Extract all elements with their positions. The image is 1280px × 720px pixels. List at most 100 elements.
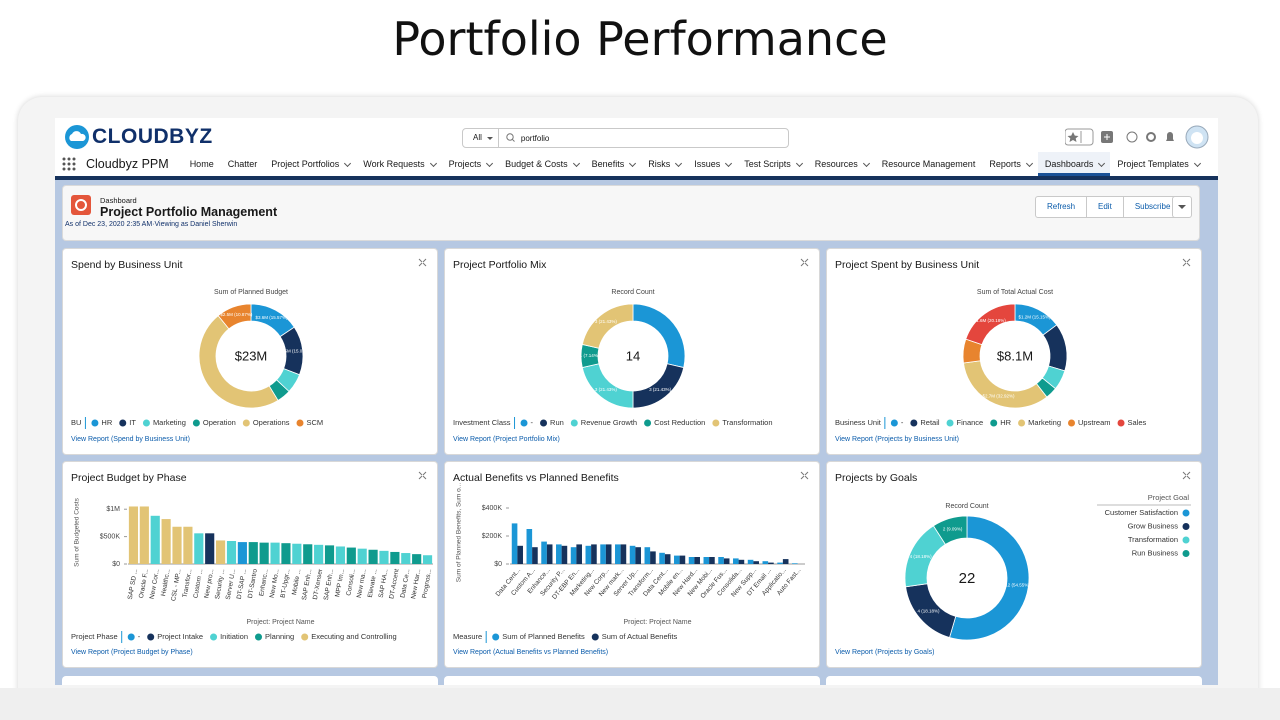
bar: [674, 555, 680, 564]
bar: [259, 542, 269, 564]
legend-swatch: [910, 419, 918, 427]
nav-item[interactable]: Home: [189, 159, 214, 169]
search-query[interactable]: portfolio: [520, 133, 550, 143]
bar: [226, 540, 237, 564]
bar: [412, 554, 422, 564]
bar: [718, 557, 724, 564]
y-tick-label: $1M: [106, 506, 120, 513]
nav-item[interactable]: Risks: [641, 152, 687, 176]
data-label: $3.6M (15.57%): [256, 315, 289, 320]
bar: [688, 557, 695, 564]
widget-card: [62, 676, 438, 685]
widget-card: [444, 676, 820, 685]
nav-item[interactable]: Issues: [687, 152, 737, 176]
nav-item[interactable]: Resource Management: [881, 159, 976, 169]
bar: [747, 559, 754, 564]
donut-segment: [632, 363, 685, 409]
bottom-bar: [0, 688, 1280, 720]
report-link[interactable]: View Report (Projects by Goals): [835, 649, 935, 656]
donut-segment: [965, 303, 1016, 346]
expand-glyph: [800, 258, 809, 267]
bar: [659, 552, 665, 564]
expand-icon[interactable]: [418, 471, 427, 480]
legend-label: Customer Satisfaction: [1105, 508, 1178, 517]
legend-label: HR: [1000, 418, 1011, 427]
legend-swatch: [1182, 536, 1190, 544]
widget-card: Sum of Planned Budget $3.6M (15.57%) $3.5M…: [62, 248, 438, 455]
bar: [172, 526, 182, 564]
nav-item[interactable]: Project Templates: [1110, 152, 1205, 176]
bar: [591, 544, 597, 564]
nav-item[interactable]: Projects: [442, 152, 499, 176]
legend-label: Revenue Growth: [581, 418, 637, 427]
bar: [346, 547, 356, 564]
legend-label: Operations: [253, 418, 290, 427]
refresh-button[interactable]: Refresh: [1036, 197, 1088, 217]
legend-swatch: [591, 633, 599, 641]
app-launcher[interactable]: [60, 155, 78, 173]
nav-item[interactable]: Resources: [808, 152, 875, 176]
expand-icon[interactable]: [1182, 258, 1191, 267]
legend-swatch: [1182, 523, 1190, 530]
y-tick-label: $500K: [100, 533, 121, 540]
bar: [335, 546, 345, 564]
edit-button[interactable]: Edit: [1087, 197, 1124, 217]
report-link[interactable]: View Report (Project Budget by Phase): [71, 649, 193, 656]
bar: [792, 563, 798, 564]
bar: [629, 545, 636, 564]
bar: [546, 544, 553, 564]
nav-item[interactable]: Chatter: [227, 159, 258, 169]
report-link[interactable]: View Report (Actual Benefits vs Planned …: [453, 649, 609, 656]
bar: [570, 547, 577, 564]
legend-swatch: [1182, 509, 1190, 517]
widget-card: $0 $500K $1M Sum of Budgeted Costs SAP SD ..…: [62, 461, 438, 668]
expand-icon[interactable]: [1182, 471, 1191, 480]
x-tick-label: DT-Accent: [388, 568, 400, 599]
expand-icon[interactable]: [418, 258, 427, 267]
widget-title: Project Budget by Phase: [71, 472, 187, 484]
report-link[interactable]: View Report (Project Portfolio Mix): [453, 436, 560, 443]
expand-icon[interactable]: [800, 471, 809, 480]
search-scope[interactable]: All: [463, 129, 499, 147]
nav-item[interactable]: Reports: [982, 152, 1038, 176]
report-link[interactable]: View Report (Spend by Business Unit): [71, 436, 190, 443]
x-tick-label: Transfor...: [182, 568, 194, 598]
legend-swatch: [301, 633, 309, 641]
chart-subtitle: Record Count: [611, 289, 654, 296]
bar: [703, 557, 710, 564]
bar: [753, 561, 759, 564]
header-icons: [1065, 125, 1209, 149]
nav-item[interactable]: Work Requests: [356, 152, 441, 176]
x-tick-label: Prognos...: [421, 568, 433, 599]
bar: [556, 544, 562, 564]
bar: [357, 548, 367, 564]
x-tick-label: New Cor...: [149, 568, 161, 599]
widget-title: Actual Benefits vs Planned Benefits: [453, 472, 619, 484]
legend-swatch: [712, 419, 720, 427]
legend-label: Sum of Actual Benefits: [602, 632, 678, 641]
more-button[interactable]: [1172, 196, 1192, 218]
bar: [379, 550, 389, 564]
legend-swatch: [540, 419, 548, 427]
search-box[interactable]: All portfolio: [462, 128, 789, 148]
donut-segment: [217, 303, 252, 330]
subscribe-button[interactable]: Subscribe: [1134, 202, 1171, 211]
nav-item[interactable]: Dashboards: [1037, 152, 1111, 176]
nav-item[interactable]: Benefits: [585, 152, 642, 176]
nav-item[interactable]: Project Portfolios: [264, 152, 356, 176]
legend-label: Sales: [1128, 418, 1147, 427]
bar: [237, 542, 247, 564]
report-link[interactable]: View Report (Projects by Business Unit): [835, 436, 959, 443]
bar: [281, 543, 291, 564]
bar: [526, 529, 533, 564]
x-tick-label: BT-Upgr...: [280, 568, 292, 598]
y-axis-label: Sum of Budgeted Costs: [74, 497, 81, 566]
bar: [723, 558, 730, 564]
legend-label: Marketing: [1028, 418, 1061, 427]
nav-item[interactable]: Test Scripts: [737, 152, 808, 176]
nav-item[interactable]: Budget & Costs: [498, 152, 585, 176]
expand-icon[interactable]: [800, 258, 809, 267]
bar: [561, 545, 568, 564]
data-label: $1.2M (15.15%): [1019, 314, 1052, 319]
bar: [248, 542, 258, 564]
